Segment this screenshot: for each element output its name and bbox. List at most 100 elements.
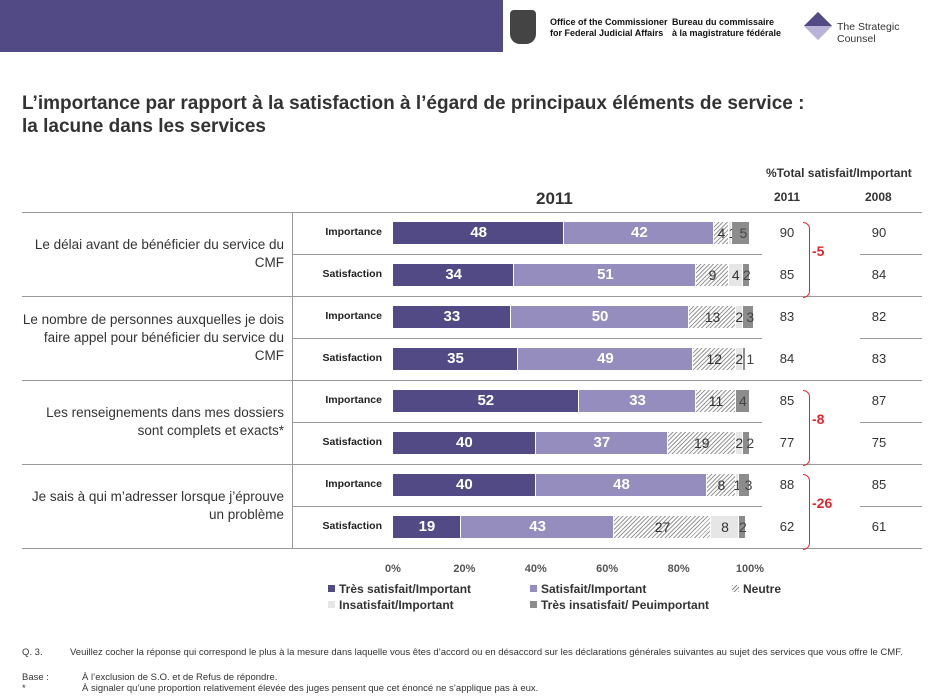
bar-segment [696,390,736,412]
bar-segment [714,222,729,244]
bar-segment-label: 33 [629,392,646,409]
bar-segment [696,264,729,286]
bar-segment [739,474,750,496]
category-label: Le nombre de personnes auxquelles je doi… [22,296,284,380]
total-2011: 62 [779,519,795,534]
bar-segment [692,348,736,370]
gap-value: -5 [812,243,825,259]
x-tick-label: 20% [453,563,476,575]
bar-segment-label: 49 [597,350,614,367]
row-label: Importance [325,310,382,322]
total-2011: 85 [779,267,795,282]
bar-segment-label: 4 [717,225,726,241]
footnote-asterisk: * À signaler qu’une proportion relativeme… [22,683,539,694]
gap-value: -26 [812,495,833,511]
bar-segment-label: 2 [735,435,744,451]
category-text: Je sais à qui m’adresser lorsque j’éprou… [31,489,284,522]
bar-segment-label: 8 [721,519,729,535]
row-label: Satisfaction [322,268,382,280]
row-label: Importance [325,226,382,238]
bar-segment-label: 8 [717,477,726,493]
divider [22,380,922,381]
bar-segment [393,348,518,370]
gap-brace [803,390,810,466]
legend-neutre: Neutre [732,582,781,596]
legend-tres-insatisfait: Très insatisfait/ Peuimportant [530,598,709,612]
divider [292,422,762,423]
x-tick-label: 40% [524,563,547,575]
legend-swatch [328,585,335,592]
bar-segment-label: 40 [456,476,473,493]
bar-segment-label: 4 [731,267,740,283]
bar-segment-label: 4 [738,393,747,409]
row-label: Satisfaction [322,352,382,364]
row-label: Satisfaction [322,520,382,532]
bar-segment [393,432,536,454]
divider [292,212,293,548]
bar-segment-label: 2 [746,435,755,451]
legend-satisfait: Satisfait/Important [530,582,646,596]
gap-value: -8 [812,411,825,427]
bar-segment [732,222,750,244]
col-2008: 2008 [865,190,892,204]
row-label: Importance [325,394,382,406]
total-2008: 84 [871,267,887,282]
bar-segment [564,222,715,244]
total-2011: 77 [779,435,795,450]
bar-segment [735,306,743,328]
bar-segment [393,306,511,328]
divider [22,296,922,297]
category-label: Le délai avant de bénéficier du service … [22,212,284,296]
bar-segment [393,390,579,412]
legend-swatch [328,601,335,608]
bar-segment [535,474,708,496]
total-2011: 83 [779,309,795,324]
bar-segment [735,474,740,496]
bar-segment-label: 2 [742,267,751,283]
legend-swatch [530,585,537,592]
divider [22,548,922,549]
bar-segment [707,474,736,496]
bar-segment [710,516,740,538]
bar-segment-label: 1 [746,351,755,367]
gap-brace [803,474,810,550]
bar-segment-label: 48 [613,476,630,493]
category-text: Le nombre de personnes auxquelles je doi… [22,312,284,363]
bar-segment-label: 13 [704,309,721,325]
category-text: Le délai avant de bénéficier du service … [34,237,284,270]
bar-segment [517,348,693,370]
total-2011: 88 [779,477,795,492]
bar-segment [510,306,690,328]
right-header: %Total satisfait/Important [766,166,912,180]
total-2011: 84 [779,351,795,366]
total-2008: 90 [871,225,887,240]
bar-segment [393,264,515,286]
logo-strategic-counsel: The Strategic Counsel [837,21,900,45]
divider [292,506,762,507]
bar-segment [689,306,736,328]
total-2008: 61 [871,519,887,534]
bar-segment-label: 33 [443,308,461,325]
bar-segment [742,348,747,370]
category-label: Je sais à qui m’adresser lorsque j’éprou… [22,464,284,548]
bar-segment [667,432,736,454]
bar-segment-label: 50 [591,308,609,325]
bar-segment [728,264,743,286]
logo-cfja-fr: Bureau du commissaire à la magistrature f… [672,17,782,38]
divider [860,506,922,507]
divider [860,422,922,423]
bar-segment-label: 35 [447,350,464,367]
bar-segment [393,222,565,244]
category-label: Les renseignements dans mes dossiers son… [22,380,284,464]
legend-swatch [530,601,537,608]
col-2011: 2011 [774,190,801,204]
bar-segment-label: 12 [706,351,723,367]
bar-segment-label: 9 [708,267,717,283]
bar-segment-label: 3 [744,477,753,493]
x-tick-label: 0% [385,563,401,575]
total-2008: 87 [871,393,887,408]
legend-swatch [732,585,739,592]
header-band [0,0,503,52]
bar-segment-label: 51 [597,266,614,283]
bar-segment [742,432,750,454]
